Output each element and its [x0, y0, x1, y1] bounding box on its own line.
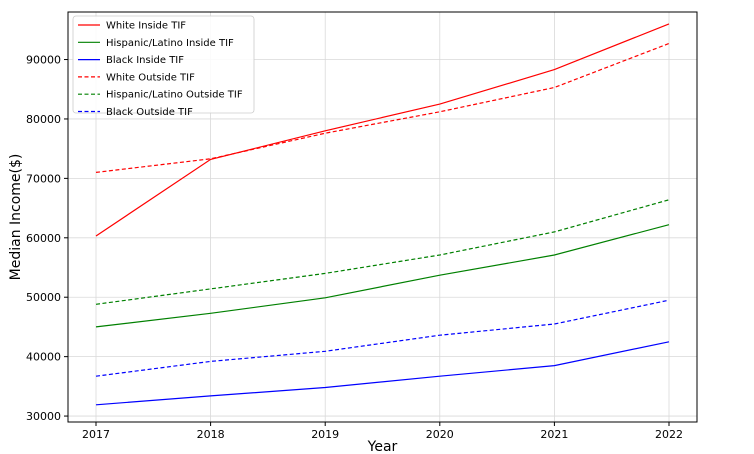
- y-axis-title: Median Income($): [8, 154, 24, 281]
- legend-label: White Inside TIF: [106, 21, 186, 32]
- y-tick-label: 90000: [26, 54, 61, 67]
- legend-label: Hispanic/Latino Outside TIF: [106, 90, 243, 101]
- series-line-black-outside-tif: [95, 299, 670, 377]
- legend-box: [72, 15, 255, 114]
- legend-label: Black Outside TIF: [106, 107, 193, 118]
- legend-label: Black Inside TIF: [106, 55, 184, 66]
- legend: White Inside TIF Hispanic/Latino Inside T…: [72, 15, 255, 118]
- y-axis: 30000 40000 50000 60000 70000 80000 90000: [26, 54, 68, 423]
- series-line-black-inside-tif: [95, 341, 670, 406]
- x-tick-label: 2019: [311, 428, 339, 441]
- y-tick-label: 60000: [26, 232, 61, 245]
- x-axis-title: Year: [367, 439, 398, 454]
- y-tick-label: 70000: [26, 172, 61, 185]
- grid-lines: [68, 12, 697, 422]
- series-line-hispanic-latino-outside-tif: [95, 199, 670, 305]
- legend-label: White Outside TIF: [106, 72, 195, 83]
- y-tick-label: 50000: [26, 291, 61, 304]
- x-tick-label: 2018: [197, 428, 225, 441]
- series-lines: [95, 23, 670, 406]
- x-tick-label: 2020: [426, 428, 454, 441]
- y-tick-label: 30000: [26, 410, 61, 423]
- series-line-white-inside-tif: [95, 23, 670, 237]
- series-line-hispanic-latino-inside-tif: [95, 224, 670, 328]
- x-tick-label: 2021: [540, 428, 568, 441]
- plot-area-frame: [67, 11, 698, 423]
- x-axis: 2017 2018 2019 2020 2021 2022: [82, 422, 683, 441]
- x-tick-label: 2022: [655, 428, 683, 441]
- y-tick-label: 40000: [26, 351, 61, 364]
- x-tick-label: 2017: [82, 428, 110, 441]
- legend-label: Hispanic/Latino Inside TIF: [106, 38, 234, 49]
- y-tick-label: 80000: [26, 113, 61, 126]
